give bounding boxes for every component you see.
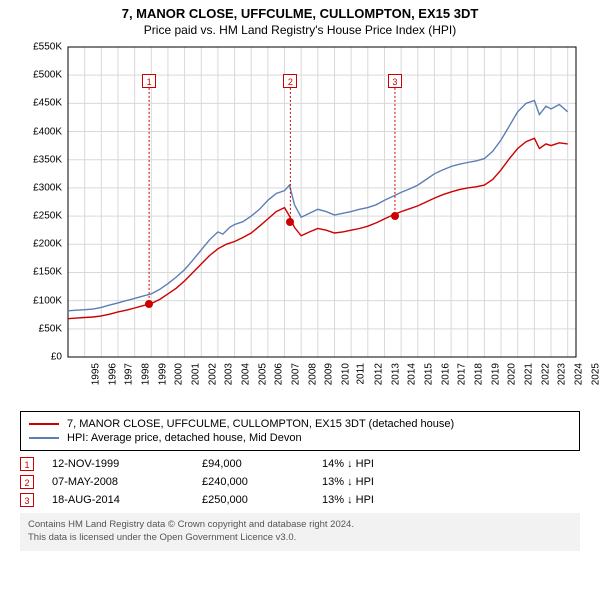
footer-line: Contains HM Land Registry data © Crown c… (28, 519, 572, 532)
sale-marker-dot (286, 218, 294, 226)
x-axis-tick-label: 2014 (407, 363, 418, 385)
y-axis-tick-label: £300K (22, 182, 62, 193)
sale-index-box: 2 (20, 475, 34, 489)
chart-title: 7, MANOR CLOSE, UFFCULME, CULLOMPTON, EX… (8, 6, 592, 21)
x-axis-tick-label: 2002 (207, 363, 218, 385)
x-axis-tick-label: 2017 (457, 363, 468, 385)
x-axis-tick-label: 2001 (190, 363, 201, 385)
sale-index-box: 1 (20, 457, 34, 471)
x-axis-tick-label: 2004 (240, 363, 251, 385)
sale-price: £94,000 (202, 458, 322, 470)
legend-swatch (29, 437, 59, 439)
legend-item: 7, MANOR CLOSE, UFFCULME, CULLOMPTON, EX… (29, 418, 571, 430)
sales-table: 1 12-NOV-1999£94,00014% ↓ HPI 2 07-MAY-2008… (20, 457, 580, 507)
price-chart: £0 £50K £100K £150K £200K £250K £300K £350K £400… (20, 43, 580, 403)
footer-line: This data is licensed under the Open Gov… (28, 532, 572, 545)
x-axis-tick-label: 2020 (507, 363, 518, 385)
y-axis-tick-label: £200K (22, 239, 62, 250)
y-axis-tick-label: £50K (22, 323, 62, 334)
y-axis-tick-label: £150K (22, 267, 62, 278)
x-axis-tick-label: 2007 (290, 363, 301, 385)
sale-row: 1 12-NOV-1999£94,00014% ↓ HPI (20, 457, 580, 471)
x-axis-tick-label: 2006 (273, 363, 284, 385)
sale-price: £250,000 (202, 494, 322, 506)
sale-date: 12-NOV-1999 (52, 458, 202, 470)
sale-index-box: 3 (20, 493, 34, 507)
x-axis-tick-label: 2015 (423, 363, 434, 385)
y-axis-tick-label: £0 (22, 352, 62, 363)
attribution-footer: Contains HM Land Registry data © Crown c… (20, 513, 580, 551)
sale-price: £240,000 (202, 476, 322, 488)
sale-diff: 13% ↓ HPI (322, 494, 442, 506)
x-axis-tick-label: 2009 (323, 363, 334, 385)
sale-date: 18-AUG-2014 (52, 494, 202, 506)
y-axis-tick-label: £100K (22, 295, 62, 306)
chart-subtitle: Price paid vs. HM Land Registry's House … (8, 23, 592, 37)
sale-marker-box: 2 (283, 74, 297, 88)
sale-marker-box: 1 (142, 74, 156, 88)
legend-swatch (29, 423, 59, 425)
x-axis-tick-label: 1995 (90, 363, 101, 385)
sale-marker-dot (391, 212, 399, 220)
y-axis-tick-label: £550K (22, 42, 62, 53)
sale-diff: 13% ↓ HPI (322, 476, 442, 488)
x-axis-tick-label: 2005 (257, 363, 268, 385)
x-axis-tick-label: 1997 (124, 363, 135, 385)
sale-date: 07-MAY-2008 (52, 476, 202, 488)
x-axis-tick-label: 2013 (390, 363, 401, 385)
chart-legend: 7, MANOR CLOSE, UFFCULME, CULLOMPTON, EX… (20, 411, 580, 451)
sale-marker-box: 3 (388, 74, 402, 88)
x-axis-tick-label: 2021 (523, 363, 534, 385)
x-axis-tick-label: 2011 (356, 363, 367, 385)
sale-diff: 14% ↓ HPI (322, 458, 442, 470)
x-axis-tick-label: 2008 (307, 363, 318, 385)
x-axis-tick-label: 2016 (440, 363, 451, 385)
x-axis-tick-label: 2018 (473, 363, 484, 385)
y-axis-tick-label: £350K (22, 154, 62, 165)
y-axis-tick-label: £400K (22, 126, 62, 137)
x-axis-tick-label: 2025 (590, 363, 600, 385)
x-axis-tick-label: 2023 (557, 363, 568, 385)
legend-label: HPI: Average price, detached house, Mid … (67, 432, 302, 444)
sale-marker-dot (145, 300, 153, 308)
y-axis-tick-label: £500K (22, 70, 62, 81)
x-axis-tick-label: 2019 (490, 363, 501, 385)
x-axis-tick-label: 2000 (174, 363, 185, 385)
x-axis-tick-label: 2010 (340, 363, 351, 385)
x-axis-tick-label: 1996 (107, 363, 118, 385)
y-axis-tick-label: £250K (22, 211, 62, 222)
legend-label: 7, MANOR CLOSE, UFFCULME, CULLOMPTON, EX… (67, 418, 454, 430)
x-axis-tick-label: 1998 (140, 363, 151, 385)
x-axis-tick-label: 1999 (157, 363, 168, 385)
y-axis-tick-label: £450K (22, 98, 62, 109)
x-axis-tick-label: 2003 (223, 363, 234, 385)
legend-item: HPI: Average price, detached house, Mid … (29, 432, 571, 444)
figure-container: 7, MANOR CLOSE, UFFCULME, CULLOMPTON, EX… (0, 0, 600, 559)
sale-row: 2 07-MAY-2008£240,00013% ↓ HPI (20, 475, 580, 489)
x-axis-tick-label: 2022 (540, 363, 551, 385)
x-axis-tick-label: 2012 (373, 363, 384, 385)
sale-row: 3 18-AUG-2014£250,00013% ↓ HPI (20, 493, 580, 507)
x-axis-tick-label: 2024 (573, 363, 584, 385)
